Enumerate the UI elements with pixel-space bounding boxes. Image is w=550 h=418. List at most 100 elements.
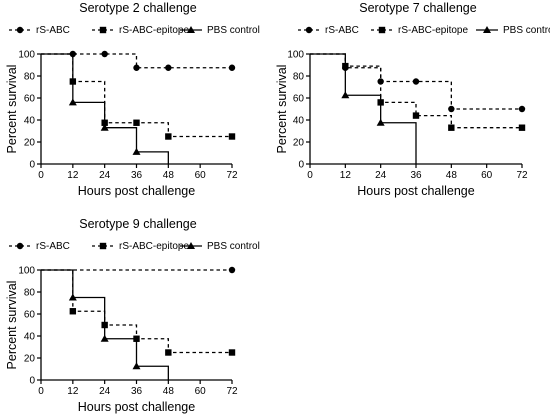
y-axis-label: Percent survival (5, 281, 19, 370)
legend-label: PBS control (207, 241, 260, 252)
y-tick-label: 20 (24, 138, 36, 149)
legend-entry-2: rS-ABC-epitope (371, 25, 468, 36)
legend-marker (305, 26, 313, 34)
data-point (228, 349, 236, 356)
x-tick-label: 24 (99, 386, 111, 397)
legend-label: rS-ABC-epitope (119, 241, 189, 252)
legend-marker (187, 242, 195, 249)
data-point (100, 123, 109, 131)
y-tick-label: 0 (29, 160, 35, 171)
data-point (448, 124, 455, 131)
series-3 (41, 269, 169, 380)
chart-panel-1: Serotype 2 challenge rS-ABC rS-ABC-epitope… (5, 1, 260, 198)
y-tick-label: 20 (24, 354, 36, 365)
y-tick-label: 0 (29, 376, 35, 387)
y-axis-label: Percent survival (5, 65, 19, 154)
data-point (448, 105, 455, 113)
series-3 (310, 53, 417, 164)
x-tick-label: 60 (195, 170, 207, 181)
series-1 (41, 50, 236, 71)
x-axis-label: Hours post challenge (357, 184, 474, 198)
legend-marker (16, 242, 24, 250)
x-tick-label: 24 (375, 170, 387, 181)
x-tick-label: 36 (131, 386, 143, 397)
x-tick-label: 36 (131, 170, 143, 181)
data-point (69, 308, 77, 315)
y-tick-label: 40 (24, 332, 36, 343)
chart-title: Serotype 2 challenge (79, 1, 196, 15)
legend-entry-2: rS-ABC-epitope (92, 25, 189, 36)
survival-curve (310, 53, 417, 164)
x-tick-label: 0 (307, 170, 313, 181)
legend-entry-1: rS-ABC (9, 241, 70, 252)
data-point (68, 293, 77, 301)
x-tick-label: 0 (38, 170, 44, 181)
data-point (101, 50, 108, 58)
legend-marker (187, 26, 195, 33)
y-tick-label: 40 (24, 116, 36, 127)
x-tick-label: 36 (410, 170, 422, 181)
x-tick-label: 48 (163, 386, 175, 397)
x-tick-label: 12 (340, 170, 352, 181)
y-tick-label: 100 (18, 266, 35, 277)
data-point (100, 334, 109, 342)
x-tick-label: 60 (481, 170, 493, 181)
data-point (518, 124, 526, 131)
y-tick-label: 80 (24, 72, 36, 83)
legend-label: PBS control (503, 25, 550, 36)
legend-label: rS-ABC (36, 241, 70, 252)
y-tick-label: 20 (293, 138, 305, 149)
legend-entry-1: rS-ABC (298, 25, 359, 36)
legend-entry-3: PBS control (476, 25, 550, 36)
data-point (133, 119, 140, 126)
data-point (412, 112, 420, 119)
legend-entry-3: PBS control (180, 241, 260, 252)
chart-title: Serotype 7 challenge (359, 1, 476, 15)
x-tick-label: 72 (226, 170, 238, 181)
y-axis-label: Percent survival (275, 65, 289, 154)
y-tick-label: 40 (293, 116, 305, 127)
x-tick-label: 60 (195, 386, 207, 397)
chart-title: Serotype 9 challenge (79, 217, 196, 231)
survival-curve (41, 53, 169, 164)
y-tick-label: 80 (24, 288, 36, 299)
data-point (376, 118, 385, 126)
legend-label: rS-ABC-epitope (119, 25, 189, 36)
y-tick-label: 100 (18, 50, 35, 61)
x-tick-label: 24 (99, 170, 111, 181)
x-tick-label: 12 (67, 386, 79, 397)
legend-entry-2: rS-ABC-epitope (92, 241, 189, 252)
y-tick-label: 100 (287, 50, 304, 61)
data-point (341, 91, 350, 99)
data-point (132, 362, 141, 370)
data-point (133, 64, 140, 71)
x-tick-label: 48 (446, 170, 458, 181)
legend-marker (483, 26, 491, 33)
x-tick-label: 72 (516, 170, 528, 181)
data-point (132, 147, 141, 155)
series-3 (41, 53, 169, 164)
series-2 (310, 53, 526, 131)
legend-entry-1: rS-ABC (9, 25, 70, 36)
data-point (228, 133, 236, 140)
y-tick-label: 60 (24, 310, 36, 321)
legend-label: rS-ABC (325, 25, 359, 36)
chart-panel-3: Serotype 9 challenge rS-ABC rS-ABC-epitope… (5, 217, 260, 414)
data-point (68, 98, 77, 106)
y-tick-label: 80 (293, 72, 305, 83)
legend-marker (378, 26, 386, 34)
legend-label: rS-ABC-epitope (398, 25, 468, 36)
data-point (165, 133, 172, 140)
x-tick-label: 0 (38, 386, 44, 397)
series-2 (41, 269, 236, 356)
series-1 (310, 53, 526, 113)
x-axis-label: Hours post challenge (78, 400, 195, 414)
y-tick-label: 60 (293, 94, 305, 105)
y-tick-label: 60 (24, 94, 36, 105)
survival-curve (41, 269, 169, 380)
legend-marker (99, 242, 107, 250)
legend-label: PBS control (207, 25, 260, 36)
data-point (165, 64, 172, 71)
data-point (412, 78, 420, 85)
